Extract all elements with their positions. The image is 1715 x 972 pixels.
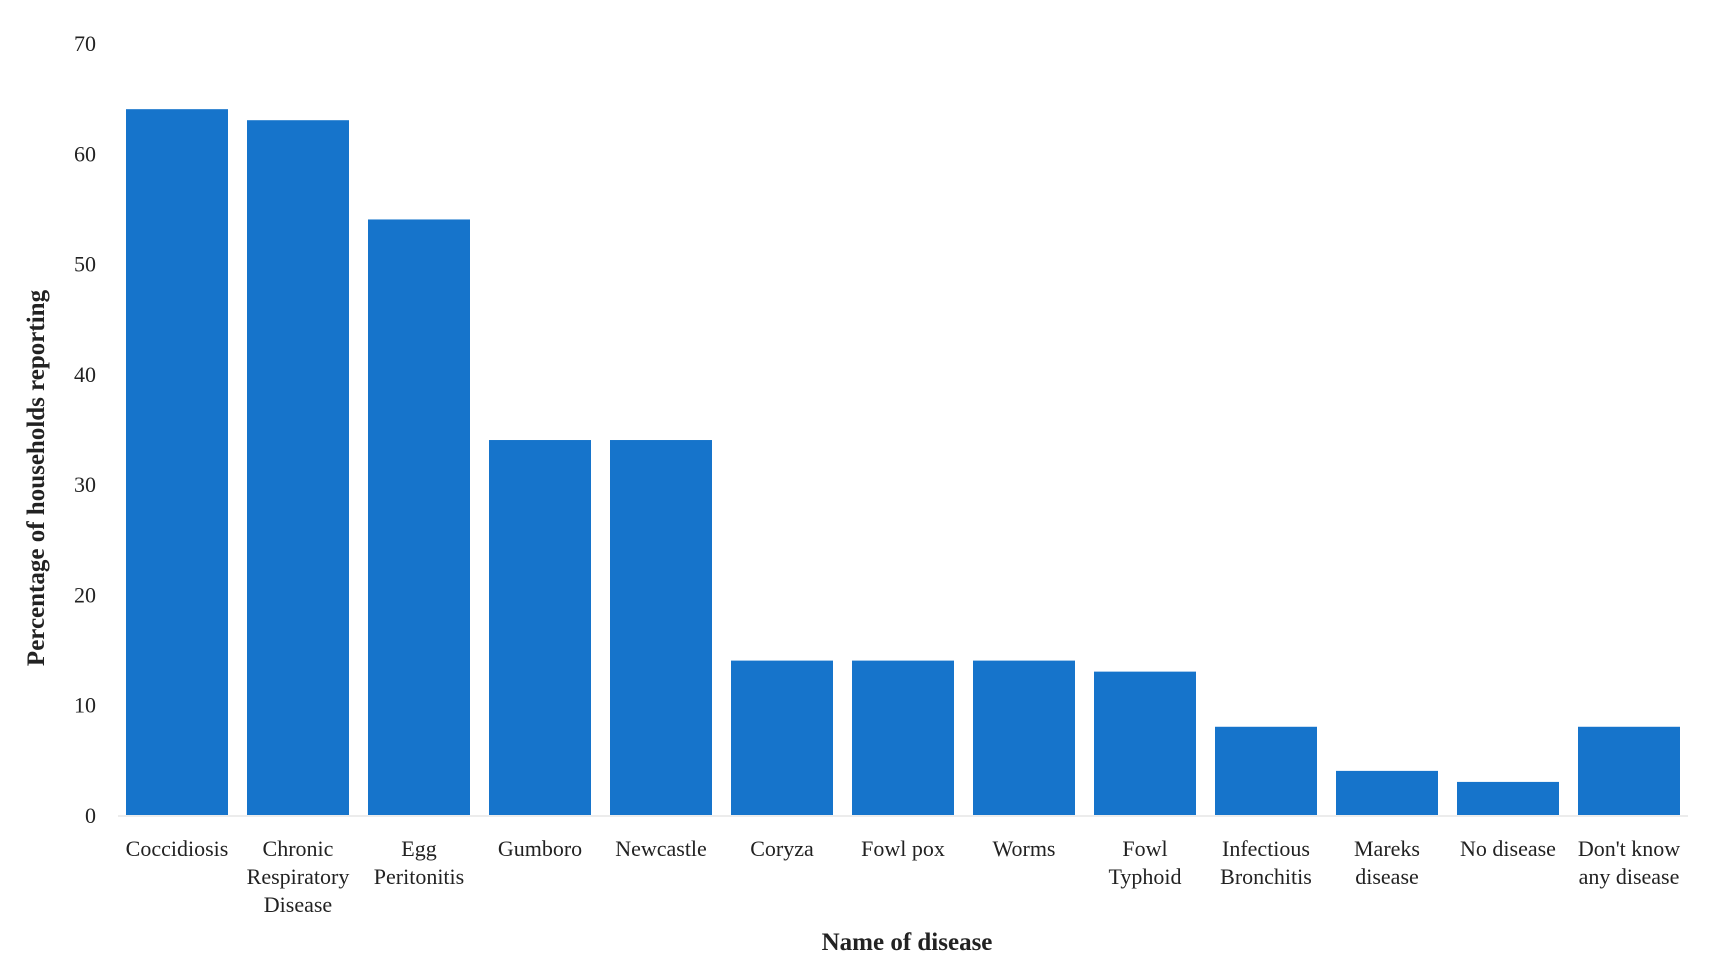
bar: [1578, 726, 1680, 815]
y-tick-label: 10: [74, 693, 96, 718]
x-tick-label: Worms: [992, 836, 1055, 861]
bar: [368, 219, 470, 815]
y-tick-label: 20: [74, 582, 96, 607]
bar: [610, 440, 712, 815]
x-tick-label: Gumboro: [498, 836, 582, 861]
x-tick-label: Newcastle: [615, 836, 707, 861]
y-tick-label: 60: [74, 141, 96, 166]
x-tick-labels: Coccidiosis Chronic Respiratory Disease Egg P…: [126, 836, 1681, 917]
y-tick-labels: 0 10 20 30 40 50 60 70: [74, 31, 96, 828]
bar: [973, 660, 1075, 815]
y-tick-label: 0: [85, 803, 96, 828]
x-tick-label: Mareks disease: [1354, 836, 1420, 889]
y-tick-label: 50: [74, 252, 96, 277]
x-axis-title: Name of disease: [822, 929, 993, 956]
bar: [1094, 671, 1196, 815]
y-tick-label: 30: [74, 472, 96, 497]
x-tick-label: No disease: [1460, 836, 1556, 861]
x-tick-label: Coccidiosis: [126, 836, 229, 861]
bar: [852, 660, 954, 815]
bars: [126, 109, 1680, 815]
x-tick-label: Chronic Respiratory Disease: [247, 836, 350, 917]
x-tick-label: Egg Peritonitis: [374, 836, 464, 889]
bar: [1215, 726, 1317, 815]
bar: [1457, 781, 1559, 815]
bar: [247, 120, 349, 815]
x-tick-label: Don't know any disease: [1578, 836, 1680, 889]
x-tick-label: Fowl pox: [861, 836, 945, 861]
x-tick-label: Coryza: [750, 836, 814, 861]
bar: [489, 440, 591, 815]
y-tick-label: 40: [74, 362, 96, 387]
x-tick-label: Infectious Bronchitis: [1220, 836, 1312, 889]
y-axis-title: Percentage of households reporting: [23, 289, 50, 666]
bar: [731, 660, 833, 815]
y-tick-label: 70: [74, 31, 96, 56]
x-tick-label: Fowl Typhoid: [1108, 836, 1181, 889]
bar: [126, 109, 228, 815]
bar: [1336, 770, 1438, 815]
